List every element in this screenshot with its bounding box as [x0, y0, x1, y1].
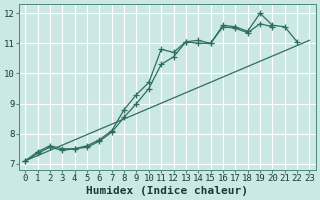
X-axis label: Humidex (Indice chaleur): Humidex (Indice chaleur) [86, 186, 248, 196]
